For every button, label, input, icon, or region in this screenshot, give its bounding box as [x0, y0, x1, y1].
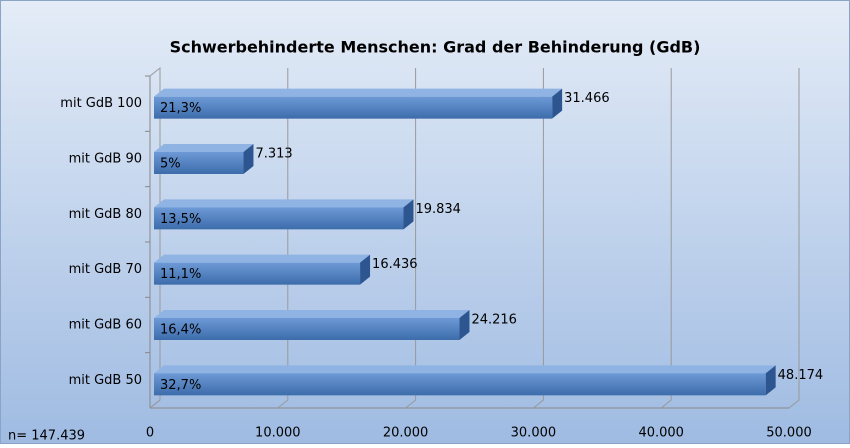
- grid-line: [277, 68, 289, 409]
- percent-label: 13,5%: [160, 212, 201, 227]
- bar: [154, 88, 563, 119]
- y-tick-label: mit GdB 90: [69, 152, 142, 167]
- value-label: 7.313: [255, 147, 292, 162]
- percent-label: 21,3%: [160, 101, 201, 116]
- bar: [154, 144, 254, 174]
- note: n= 147.439: [8, 429, 85, 444]
- value-label: 24.216: [471, 313, 517, 328]
- grid-line: [660, 68, 672, 409]
- y-tick-label: mit GdB 50: [69, 373, 142, 388]
- grid-line: [405, 68, 417, 409]
- y-tick-label: mit GdB 80: [69, 207, 142, 222]
- chart-title: Schwerbehinderte Menschen: Grad der Behi…: [170, 38, 701, 57]
- value-label: 48.174: [778, 368, 824, 383]
- percent-label: 11,1%: [160, 267, 201, 282]
- x-tick-label: 40.000: [638, 426, 684, 441]
- percent-label: 32,7%: [160, 378, 201, 393]
- grid-line: [533, 68, 544, 409]
- y-tick-label: mit GdB 100: [60, 96, 142, 111]
- x-tick-label: 50.000: [766, 426, 812, 441]
- grid-line: [149, 68, 161, 409]
- percent-label: 5%: [160, 157, 181, 172]
- x-tick-label: 10.000: [255, 426, 301, 441]
- bar: [154, 254, 371, 285]
- bar: [154, 365, 776, 396]
- x-tick-label: 30.000: [511, 426, 557, 441]
- x-tick-label: 0: [146, 426, 154, 441]
- percent-label: 16,4%: [160, 323, 201, 338]
- value-label: 16.436: [372, 257, 418, 272]
- grid-line: [788, 68, 800, 409]
- value-label: 31.466: [564, 91, 610, 106]
- x-tick-label: 20.000: [383, 426, 429, 441]
- y-tick-label: mit GdB 60: [69, 318, 142, 333]
- value-label: 19.834: [415, 202, 461, 217]
- y-tick-label: mit GdB 70: [69, 262, 142, 277]
- bar: [154, 310, 470, 340]
- bar: [154, 199, 414, 230]
